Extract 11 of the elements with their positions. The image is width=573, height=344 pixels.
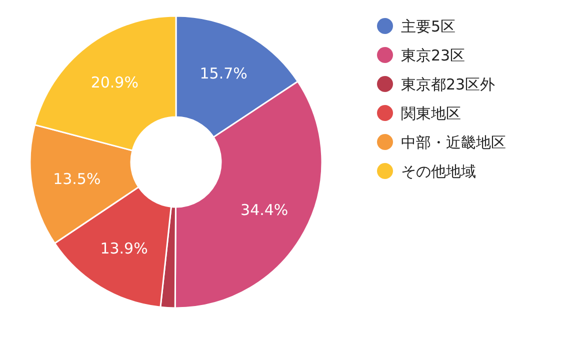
data-label: 34.4% <box>240 201 288 220</box>
data-label: 20.9% <box>90 74 138 92</box>
legend-label: 東京都23区外 <box>401 75 496 94</box>
legend-label: その他地域 <box>401 162 476 180</box>
legend-label: 中部・近畿地区 <box>401 133 506 152</box>
legend-label: 東京23区 <box>401 46 466 64</box>
data-label: 13.5% <box>53 170 101 188</box>
data-label: 15.7% <box>200 64 248 83</box>
data-label: 13.9% <box>100 239 148 258</box>
legend-label: 主要5区 <box>401 17 456 36</box>
legend-label: 関東地区 <box>401 104 461 122</box>
